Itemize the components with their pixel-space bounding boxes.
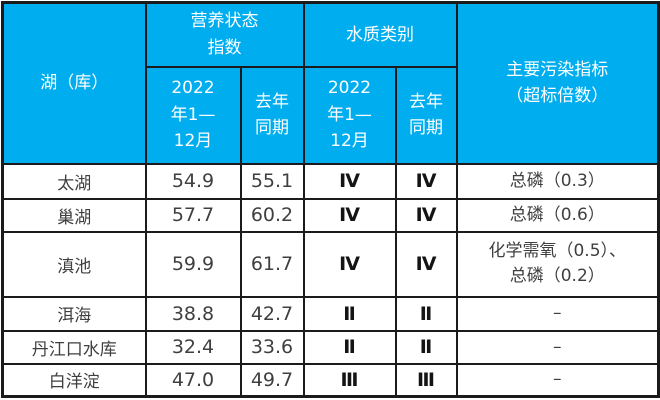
cell-trophic-index-prev: 55.1 (239, 162, 305, 200)
cell-water-class-2022: Ⅱ (302, 329, 397, 365)
cell-trophic-index-2022: 38.8 (144, 295, 242, 332)
cell-trophic-index-2022: 47.0 (144, 362, 242, 398)
cell-lake-name: 丹江口水库 (1, 329, 147, 365)
table-row: 太湖 54.9 55.1 Ⅳ Ⅳ 总磷（0.3） (1, 162, 660, 200)
table-body: 太湖 54.9 55.1 Ⅳ Ⅳ 总磷（0.3） 巢湖 57.7 60.2 Ⅳ … (1, 162, 660, 398)
cell-lake-name: 滇池 (1, 230, 147, 298)
header-nutrition-index-group: 营养状态 指数 (144, 1, 305, 68)
cell-trophic-index-2022: 57.7 (144, 197, 242, 233)
cell-main-pollutant: – (455, 362, 660, 398)
cell-water-class-prev: Ⅱ (394, 295, 458, 332)
cell-main-pollutant: – (455, 329, 660, 365)
cell-water-class-prev: Ⅳ (394, 162, 458, 200)
cell-main-pollutant: 总磷（0.6） (455, 197, 660, 233)
header-main-pollutant: 主要污染指标 （超标倍数） (455, 1, 660, 165)
cell-water-class-2022: Ⅲ (302, 362, 397, 398)
cell-trophic-index-2022: 32.4 (144, 329, 242, 365)
cell-main-pollutant: 化学需氧（0.5）、 总磷（0.2） (455, 230, 660, 298)
cell-trophic-index-2022: 59.9 (144, 230, 242, 298)
table-row: 丹江口水库 32.4 33.6 Ⅱ Ⅱ – (1, 329, 660, 365)
cell-lake-name: 巢湖 (1, 197, 147, 233)
cell-lake-name: 洱海 (1, 295, 147, 332)
cell-trophic-index-2022: 54.9 (144, 162, 242, 200)
table-row: 洱海 38.8 42.7 Ⅱ Ⅱ – (1, 295, 660, 332)
cell-water-class-2022: Ⅳ (302, 197, 397, 233)
header-nutrition-period-prev: 去年 同期 (239, 65, 305, 165)
cell-water-class-prev: Ⅲ (394, 362, 458, 398)
header-row-periods: 2022 年1— 12月 去年 同期 2022 年1— 12月 去年 同期 (3, 65, 659, 165)
header-water-class-group: 水质类别 (302, 1, 458, 68)
cell-lake-name: 白洋淀 (1, 362, 147, 398)
cell-trophic-index-prev: 33.6 (239, 329, 305, 365)
cell-water-class-prev: Ⅱ (394, 329, 458, 365)
cell-water-class-prev: Ⅳ (394, 230, 458, 298)
cell-trophic-index-prev: 61.7 (239, 230, 305, 298)
header-row-groups: 湖（库） 营养状态 指数 水质类别 主要污染指标 （超标倍数） (1, 1, 660, 165)
cell-water-class-2022: Ⅳ (302, 162, 397, 200)
header-nutrition-period-2022: 2022 年1— 12月 (144, 65, 242, 165)
cell-water-class-prev: Ⅳ (394, 197, 458, 233)
header-water-period-prev: 去年 同期 (394, 65, 458, 165)
table-header: 湖（库） 营养状态 指数 水质类别 主要污染指标 （超标倍数） 2022 年1—… (1, 1, 660, 165)
cell-water-class-2022: Ⅳ (302, 230, 397, 298)
cell-trophic-index-prev: 60.2 (239, 197, 305, 233)
header-water-period-2022: 2022 年1— 12月 (302, 65, 397, 165)
header-lake: 湖（库） (1, 1, 147, 165)
cell-water-class-2022: Ⅱ (302, 295, 397, 332)
table-row: 白洋淀 47.0 49.7 Ⅲ Ⅲ – (1, 362, 660, 398)
cell-main-pollutant: 总磷（0.3） (455, 162, 660, 200)
cell-trophic-index-prev: 49.7 (239, 362, 305, 398)
cell-lake-name: 太湖 (1, 162, 147, 200)
cell-trophic-index-prev: 42.7 (239, 295, 305, 332)
table-row: 滇池 59.9 61.7 Ⅳ Ⅳ 化学需氧（0.5）、 总磷（0.2） (1, 230, 660, 298)
table-row: 巢湖 57.7 60.2 Ⅳ Ⅳ 总磷（0.6） (1, 197, 660, 233)
cell-main-pollutant: – (455, 295, 660, 332)
